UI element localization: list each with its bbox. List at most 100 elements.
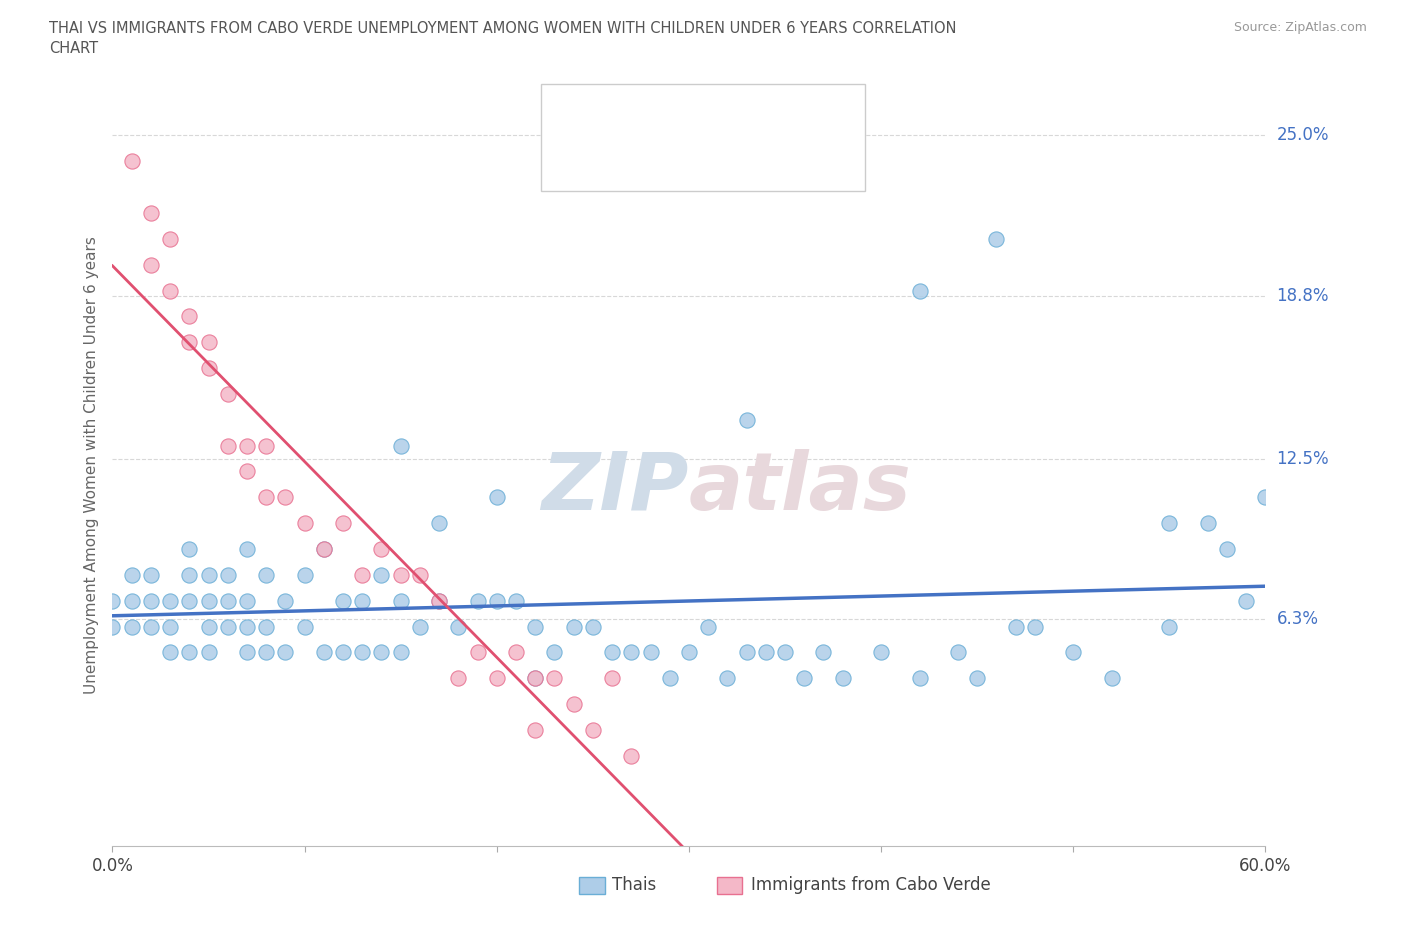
Point bbox=[831, 671, 853, 685]
Point bbox=[217, 567, 239, 582]
Point bbox=[370, 541, 392, 556]
Point bbox=[658, 671, 681, 685]
Point bbox=[274, 645, 297, 660]
Point bbox=[793, 671, 815, 685]
Point bbox=[370, 645, 392, 660]
Point bbox=[352, 593, 374, 608]
Point bbox=[773, 645, 796, 660]
Point bbox=[159, 232, 181, 246]
Point bbox=[179, 645, 201, 660]
Point bbox=[1101, 671, 1123, 685]
Point bbox=[986, 232, 1008, 246]
Point bbox=[197, 645, 219, 660]
Text: N = 87: N = 87 bbox=[742, 102, 804, 120]
Point bbox=[236, 541, 259, 556]
Point bbox=[505, 645, 527, 660]
Text: 18.8%: 18.8% bbox=[1277, 286, 1329, 305]
Point bbox=[1159, 516, 1181, 531]
Point bbox=[427, 593, 450, 608]
Point bbox=[274, 490, 297, 505]
Point bbox=[389, 593, 412, 608]
Text: 12.5%: 12.5% bbox=[1277, 449, 1329, 468]
Point bbox=[524, 671, 547, 685]
Text: atlas: atlas bbox=[689, 449, 911, 527]
Point bbox=[1197, 516, 1219, 531]
Point bbox=[197, 593, 219, 608]
Point bbox=[1062, 645, 1084, 660]
Point bbox=[197, 619, 219, 634]
Point bbox=[332, 516, 354, 531]
Point bbox=[352, 645, 374, 660]
Point bbox=[908, 671, 931, 685]
Point bbox=[197, 567, 219, 582]
Point bbox=[1024, 619, 1046, 634]
Point bbox=[620, 645, 643, 660]
Point bbox=[908, 283, 931, 298]
Point bbox=[179, 541, 201, 556]
Point bbox=[101, 593, 124, 608]
Point bbox=[485, 490, 508, 505]
Point bbox=[1254, 490, 1277, 505]
Point bbox=[600, 671, 623, 685]
Point bbox=[870, 645, 893, 660]
Point bbox=[217, 593, 239, 608]
Point bbox=[1216, 541, 1239, 556]
FancyBboxPatch shape bbox=[551, 146, 583, 180]
Point bbox=[236, 438, 259, 453]
Point bbox=[409, 619, 432, 634]
Text: Thais: Thais bbox=[612, 876, 655, 895]
Text: ZIP: ZIP bbox=[541, 449, 689, 527]
Point bbox=[197, 335, 219, 350]
Point bbox=[582, 619, 605, 634]
Point bbox=[562, 697, 585, 711]
Point bbox=[236, 464, 259, 479]
Point bbox=[966, 671, 988, 685]
Point bbox=[678, 645, 700, 660]
Point bbox=[409, 567, 432, 582]
Point bbox=[121, 619, 143, 634]
Point bbox=[254, 645, 277, 660]
Point bbox=[294, 619, 316, 634]
Point bbox=[236, 619, 259, 634]
Point bbox=[179, 335, 201, 350]
Point bbox=[389, 567, 412, 582]
Point bbox=[543, 645, 565, 660]
Point bbox=[582, 723, 605, 737]
Text: R =: R = bbox=[596, 102, 627, 120]
Point bbox=[294, 516, 316, 531]
Point bbox=[620, 749, 643, 764]
Point bbox=[447, 671, 470, 685]
Point bbox=[332, 593, 354, 608]
Point bbox=[236, 593, 259, 608]
FancyBboxPatch shape bbox=[551, 95, 583, 128]
Point bbox=[427, 593, 450, 608]
Point bbox=[139, 619, 162, 634]
Point bbox=[159, 283, 181, 298]
Point bbox=[312, 541, 335, 556]
Point bbox=[139, 258, 162, 272]
Point bbox=[485, 593, 508, 608]
Text: THAI VS IMMIGRANTS FROM CABO VERDE UNEMPLOYMENT AMONG WOMEN WITH CHILDREN UNDER : THAI VS IMMIGRANTS FROM CABO VERDE UNEMP… bbox=[49, 21, 956, 36]
Point bbox=[139, 593, 162, 608]
Text: -0.404: -0.404 bbox=[645, 153, 704, 171]
Point bbox=[139, 567, 162, 582]
Point bbox=[716, 671, 738, 685]
Point bbox=[427, 516, 450, 531]
Point bbox=[179, 593, 201, 608]
Point bbox=[254, 490, 277, 505]
Point bbox=[217, 619, 239, 634]
Text: 6.3%: 6.3% bbox=[1277, 610, 1319, 628]
Point bbox=[294, 567, 316, 582]
Point bbox=[813, 645, 835, 660]
Text: Immigrants from Cabo Verde: Immigrants from Cabo Verde bbox=[751, 876, 991, 895]
Point bbox=[179, 567, 201, 582]
Point bbox=[254, 619, 277, 634]
Point bbox=[467, 593, 489, 608]
Point bbox=[217, 387, 239, 402]
Text: CHART: CHART bbox=[49, 41, 98, 56]
Point bbox=[312, 541, 335, 556]
Point bbox=[332, 645, 354, 660]
Point bbox=[600, 645, 623, 660]
FancyBboxPatch shape bbox=[541, 84, 865, 191]
Point bbox=[485, 671, 508, 685]
